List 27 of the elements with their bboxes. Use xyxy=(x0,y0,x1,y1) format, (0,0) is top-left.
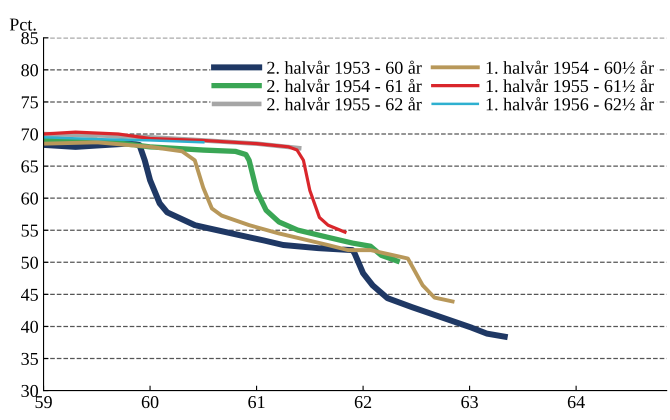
y-tick-label: 70 xyxy=(22,128,38,140)
y-tick-label: 65 xyxy=(21,160,38,173)
legend-label: 2. halvår 1954 - 61 år xyxy=(267,78,422,92)
y-tick-label: 40 xyxy=(20,320,38,333)
legend-label: 2. halvår 1953 - 60 år xyxy=(267,60,422,74)
y-tick-label: 85 xyxy=(21,32,38,44)
x-tick-label: 60 xyxy=(142,396,158,408)
y-axis-title: Pct. xyxy=(10,18,36,31)
y-tick-label: 30 xyxy=(21,384,38,398)
y-tick-label: 45 xyxy=(20,288,38,301)
y-tick-label: 80 xyxy=(21,64,38,76)
x-tick-label: 61 xyxy=(248,396,265,408)
x-tick-label: 62 xyxy=(354,396,372,408)
y-tick-label: 55 xyxy=(22,224,38,237)
y-tick-label: 50 xyxy=(22,256,38,269)
legend-label: 1. halvår 1955 - 61½ år xyxy=(486,78,654,92)
x-tick-label: 63 xyxy=(461,396,478,408)
legend-label: 1. halvår 1956 - 62½ år xyxy=(486,97,654,110)
line-series xyxy=(44,130,347,234)
legend-label: 2. halvår 1955 - 62 år xyxy=(267,97,422,110)
y-tick-label: 35 xyxy=(21,352,38,365)
line-series xyxy=(44,140,455,304)
legend-label: 1. halvår 1954 - 60½ år xyxy=(486,60,654,74)
y-tick-label: 75 xyxy=(22,96,38,108)
x-tick-label: 64 xyxy=(568,396,585,408)
y-tick-label: 60 xyxy=(21,192,38,205)
x-tick-label: 59 xyxy=(36,396,52,408)
